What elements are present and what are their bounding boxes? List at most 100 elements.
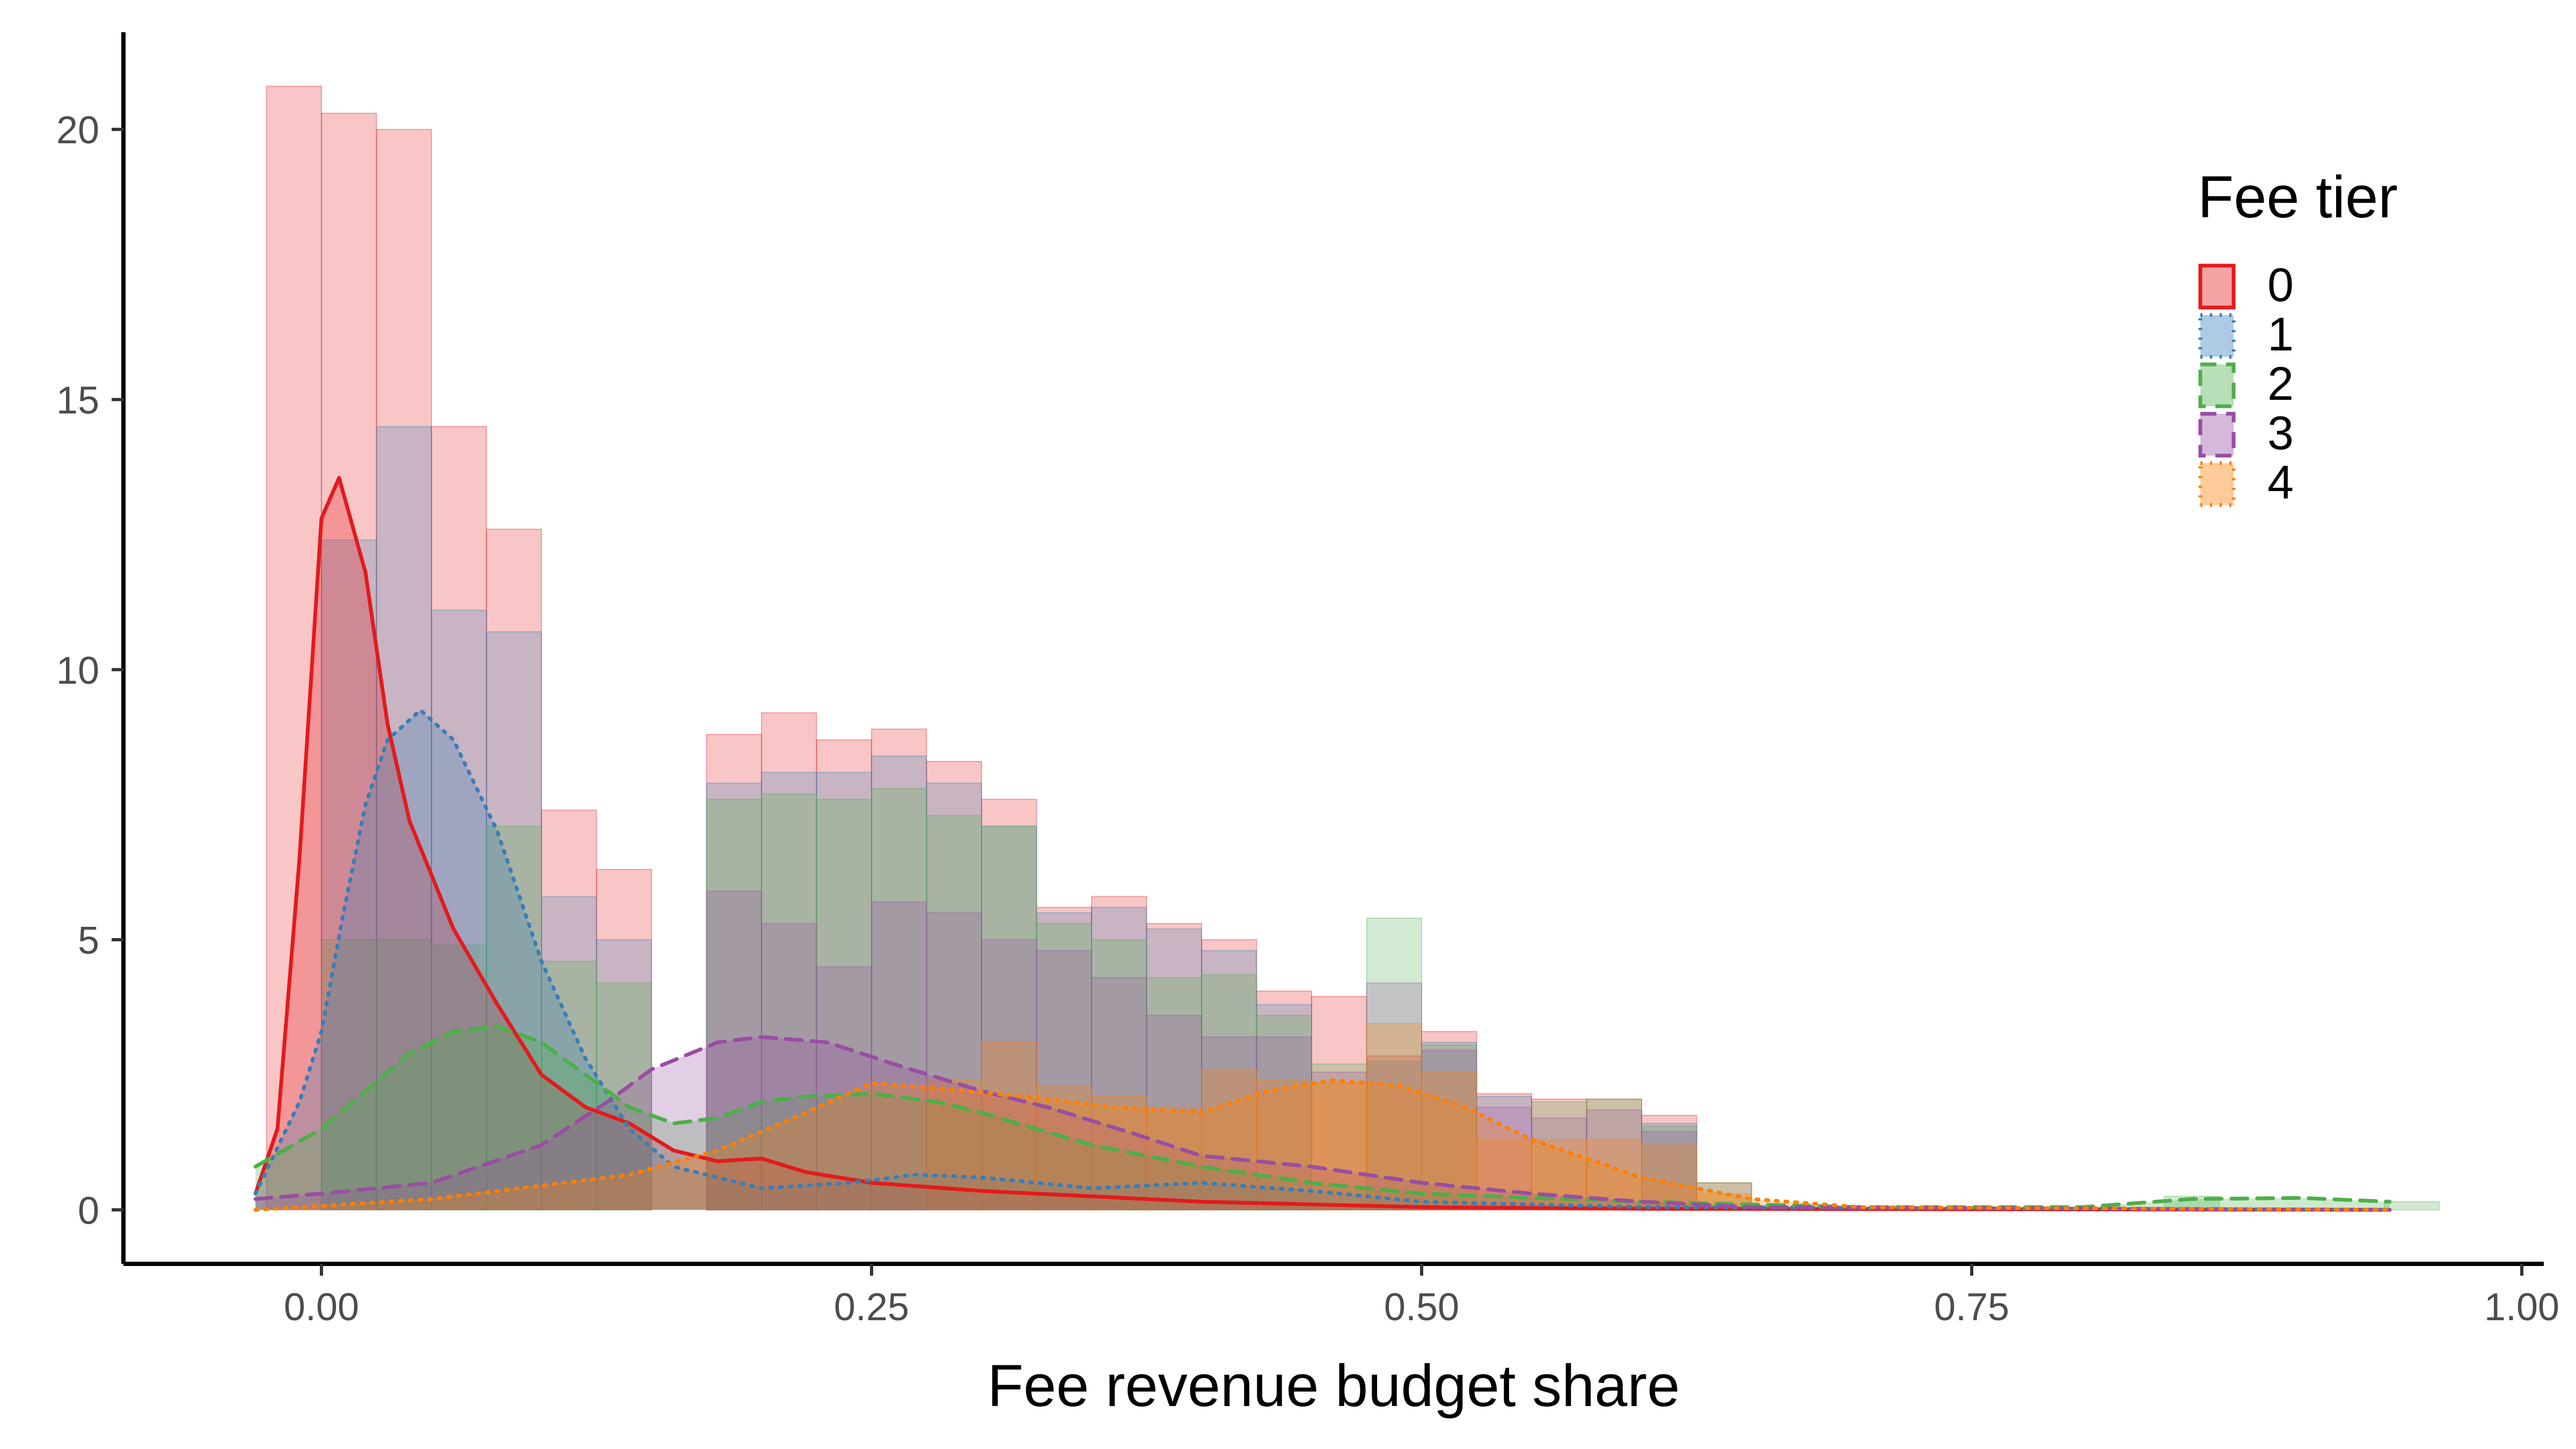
bar-tier1-bin-7 [761,772,817,1211]
legend-label-tier4: 4 [2267,456,2294,509]
legend-key-tier0 [2198,264,2236,310]
bar-tier1-bin-20 [1641,1123,1697,1211]
bar-tier3-bin-7 [1036,950,1092,1211]
legend-key-tier4 [2198,461,2236,507]
bar-tier2-bin-18 [1366,917,1422,1211]
bar-tier3-bin-11 [1256,1036,1312,1211]
x-tick-label: 0.50 [1384,1286,1459,1329]
bar-tier0-bin-15 [1091,896,1147,1211]
bar-tier3-bin-6 [981,939,1037,1211]
bar-tier3-bin-17 [1586,1109,1642,1211]
bar-tier3-bin-5 [926,912,982,1211]
density-area-tier4 [255,1080,2390,1210]
bar-tier2-bin-4 [541,961,597,1211]
bar-tier2-bin-6 [706,799,762,1211]
bar-tier1-bin-0 [321,539,377,1211]
bar-tier0-bin-8 [706,734,762,1211]
legend-label-tier3: 3 [2267,406,2294,459]
bar-tier0-bin-21 [1421,1031,1477,1211]
x-axis-title: Fee revenue budget share [987,1353,1680,1419]
bar-tier0-bin-13 [981,799,1037,1211]
y-tick-label: 10 [56,649,99,692]
bar-tier0-bin-4 [486,529,542,1211]
legend-key-tier1 [2198,313,2236,359]
bar-tier3-bin-1 [706,890,762,1211]
bar-tier1-bin-18 [1421,1042,1477,1211]
bar-tier2-bin-19 [1421,1044,1477,1211]
density-line-tier1 [253,708,2392,1212]
bar-tier0-bin-1 [321,112,377,1211]
legend-key-tier3 [2198,412,2236,458]
bar-tier0-bin-11 [871,728,927,1211]
bar-tier1-bin-8 [816,772,872,1211]
bar-tier1-bin-17 [1366,1060,1422,1211]
bar-tier2-bin-14 [1146,977,1202,1211]
bar-tier2-bin-2 [431,945,487,1211]
bar-tier2-bin-3 [486,825,542,1211]
legend-label-tier0: 0 [2267,258,2294,311]
density-area-tier1 [255,710,2390,1210]
density-curves [253,475,2392,1212]
bar-tier2-bin-22 [1641,1125,1697,1211]
bar-tier1-bin-16 [1256,1004,1312,1211]
bar-tier0-bin-25 [1641,1115,1697,1211]
bar-tier4-bin-13 [1641,1144,1697,1211]
bar-tier0-bin-20 [1366,1055,1422,1211]
y-tick-label: 20 [56,109,99,152]
y-tick-label: 0 [78,1189,99,1232]
histogram-bars [266,85,2440,1211]
bar-tier0-bin-18 [1256,990,1312,1211]
bar-tier0-bin-6 [596,869,652,1211]
bar-tier0-bin-12 [926,760,982,1211]
bar-tier1-bin-2 [431,610,487,1211]
bar-tier0-bin-14 [1036,906,1092,1211]
bar-tier2-bin-8 [816,799,872,1211]
bar-tier1-bin-13 [1091,906,1147,1211]
bar-tier3-bin-4 [871,901,927,1211]
bar-tier4-bin-5 [1201,1069,1257,1211]
x-tick-label: 0.25 [834,1286,909,1329]
density-area-tier2 [255,1026,2390,1210]
x-tick-label: 0.00 [284,1286,359,1329]
bar-tier2-bin-21 [1586,1098,1642,1211]
y-tick-label: 15 [56,379,99,422]
bar-tier1-bin-11 [981,825,1037,1211]
bar-tier0-bin-5 [541,809,597,1211]
legend-title: Fee tier [2198,164,2398,230]
bar-tier3-bin-8 [1091,977,1147,1211]
bar-tier0-bin-16 [1146,923,1202,1211]
density-line-tier4 [253,1078,2392,1212]
bar-tier1-bin-6 [706,782,762,1211]
bar-tier2-bin-11 [981,825,1037,1211]
x-tick-label: 0.75 [1934,1286,2009,1329]
legend-key-tier2 [2198,362,2236,408]
bar-tier1-bin-1 [376,426,432,1211]
x-tick-label: 1.00 [2484,1286,2559,1329]
bar-tier0-bin-24 [1586,1098,1642,1211]
density-line-tier3 [253,1035,2392,1212]
bar-tier2-bin-9 [871,788,927,1211]
bar-tier0-bin-10 [816,739,872,1211]
bar-tier1-bin-9 [871,755,927,1211]
legend-label-tier1: 1 [2267,308,2294,361]
bar-tier1-bin-3 [486,631,542,1211]
bar-tier3-bin-10 [1201,1036,1257,1211]
bar-tier3-bin-18 [1641,1131,1697,1211]
bar-tier0-bin-19 [1311,996,1367,1211]
bar-tier2-bin-12 [1036,923,1092,1211]
bar-tier1-bin-4 [541,896,597,1211]
bar-tier1-bin-10 [926,782,982,1211]
bar-tier2-bin-25 [2383,1201,2440,1211]
bar-tier0-bin-2 [376,129,432,1211]
bar-tier2-bin-10 [926,815,982,1211]
y-tick-label: 5 [78,919,99,962]
bar-tier3-bin-13 [1366,982,1422,1211]
y-ticks: 0 5 10 15 20 [56,109,123,1232]
x-ticks: 0.00 0.25 0.50 0.75 1.00 [284,1264,2559,1329]
bar-tier3-bin-3 [816,966,872,1211]
density-area-tier0 [255,478,2390,1210]
